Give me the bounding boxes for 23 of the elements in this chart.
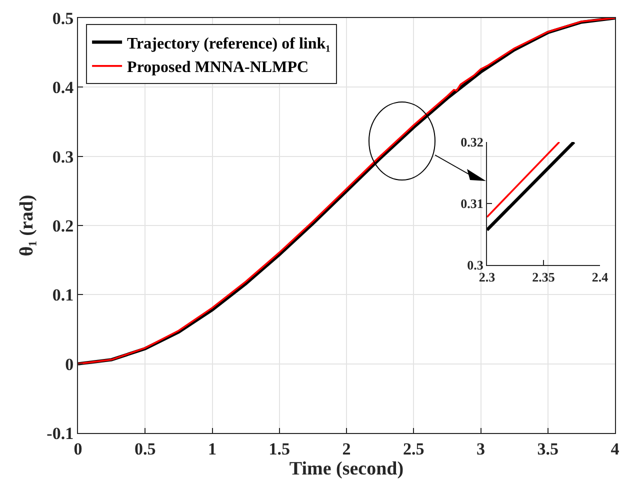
x-tick-label: 2 [342,439,351,458]
y-tick-label: 0.32 [460,134,484,150]
y-tick-label: 0 [65,354,74,374]
x-tick-label: 4 [610,439,620,458]
y-tick-label: -0.1 [46,424,74,443]
legend-label: Trajectory (reference) of link₁ [127,35,331,52]
x-tick-label: 2.5 [403,439,424,458]
x-tick-label: 2.4 [592,270,609,285]
x-axis-title: Time (second) [289,458,404,480]
x-tick-label: 0.5 [134,439,156,458]
y-tick-label: 0.4 [52,78,74,98]
x-tick-label: 3.5 [537,439,559,458]
y-tick-label: 0.5 [52,8,74,28]
x-tick-label: 1.5 [268,439,290,458]
y-tick-label: 0.1 [52,286,74,305]
y-tick-label: 0.31 [460,196,484,212]
y-tick-label: 0.3 [52,147,74,166]
y-tick-label: 0.2 [52,216,74,236]
x-tick-label: 1 [208,439,216,458]
x-tick-label: 3 [476,439,485,458]
legend-label: Proposed MNNA-NLMPC [127,59,309,76]
x-tick-label: 2.35 [532,270,556,285]
y-axis-title: θ₁ (rad) [16,194,38,256]
